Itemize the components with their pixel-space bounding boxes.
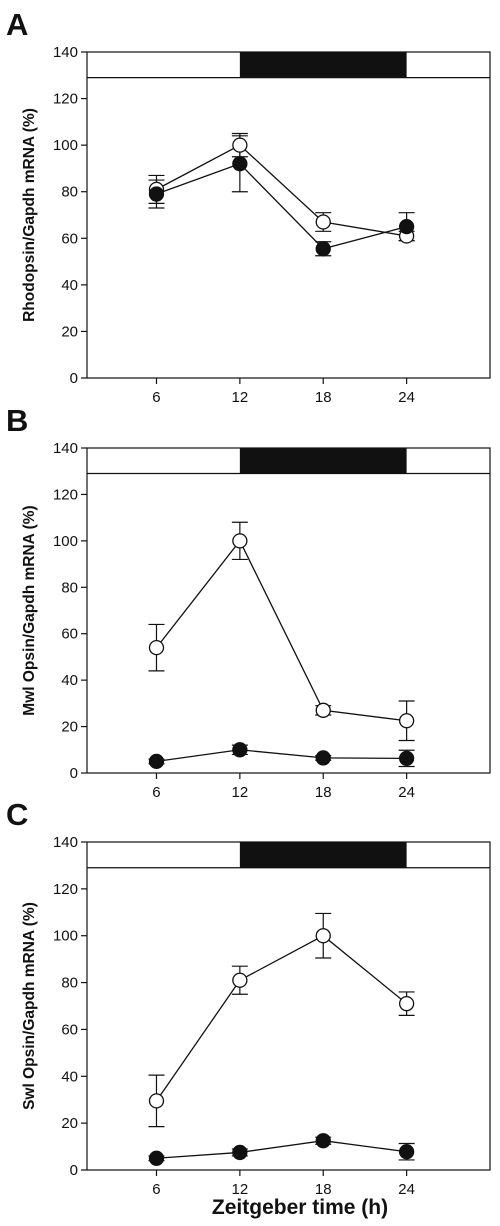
y-tick-label: 100 [53,928,78,945]
y-axis-title-b: Mwl Opsin/Gapdh mRNA (%) [21,505,38,715]
x-tick-label: 24 [398,1181,415,1198]
x-tick-label: 18 [315,784,332,801]
series-line-filled [156,749,407,763]
x-tick-label: 6 [152,784,160,801]
y-tick-label: 120 [53,486,78,503]
y-tick-label: 60 [61,626,78,643]
plot-frame [86,447,491,774]
x-tick-label: 6 [152,1181,160,1198]
y-tick-label: 100 [53,137,78,154]
data-point-open [398,713,415,729]
y-tick-label: 40 [61,672,78,689]
y-tick-label: 20 [61,323,78,340]
series-line-open [155,934,408,1102]
y-tick-label: 20 [61,1115,78,1132]
panel-a: A 0 20 40 60 80 100 120 140 6 12 18 24 Rhodopsin/Gapd… [6,7,491,406]
data-point-open [315,214,331,230]
data-point-filled [148,753,165,770]
series-line-filled [156,1140,407,1159]
data-point-filled [315,750,331,766]
x-tick-label: 6 [152,389,160,406]
y-tick-label: 20 [61,719,78,736]
series-line-open [156,144,407,237]
dark-period-bar [239,448,407,474]
y-tick-label: 0 [70,1162,78,1179]
x-tick-label: 24 [398,784,415,801]
y-tick-label: 80 [61,579,78,596]
panel-letter-b: B [6,403,28,438]
data-point-open [148,639,165,656]
dark-period-bar [239,842,407,868]
data-point-filled [232,742,248,758]
y-tick-label: 40 [61,1068,78,1085]
data-point-filled [398,218,415,235]
data-point-open [232,533,248,549]
data-point-open [398,996,415,1012]
x-tick-label: 12 [232,1181,249,1198]
data-point-open [232,137,248,153]
y-tick-label: 100 [53,533,78,550]
y-tick-label: 0 [70,370,78,387]
data-point-filled [398,750,415,767]
data-point-filled [232,156,248,172]
y-tick-label: 140 [53,834,78,851]
plot-frame [86,841,491,1171]
data-point-filled [315,1133,331,1149]
data-point-filled [398,1144,415,1160]
y-tick-label: 140 [53,440,78,457]
data-point-open [315,928,331,944]
series-line-open [155,539,407,722]
panel-letter-a: A [6,7,28,42]
data-point-open [232,972,248,988]
panel-c: C 0 20 40 60 80 100 120 140 6 12 18 24 Swl Opsin/Gapd… [6,797,491,1198]
x-tick-label: 12 [232,784,249,801]
data-point-filled [148,1150,165,1166]
y-axis-title-a: Rhodopsin/Gapdh mRNA (%) [21,108,38,322]
data-point-filled [315,241,331,257]
x-tick-label: 18 [315,1181,332,1198]
y-tick-label: 80 [61,975,78,992]
series-line-filled [156,163,407,250]
x-tick-label: 12 [232,389,249,406]
data-point-filled [232,1144,248,1161]
dark-period-bar [239,52,407,78]
data-point-filled [148,186,165,202]
y-tick-label: 80 [61,184,78,201]
panel-letter-c: C [6,797,28,832]
data-point-open [315,702,331,718]
x-tick-label: 18 [315,389,332,406]
data-point-open [148,1093,165,1109]
y-tick-label: 0 [70,765,78,782]
y-tick-label: 140 [53,44,78,61]
y-axis-title-c: Swl Opsin/Gapdh mRNA (%) [21,902,38,1110]
panel-b: B 0 20 40 60 80 100 120 140 6 12 18 24 Mwl Opsin/Gapd… [6,403,491,801]
y-tick-label: 120 [53,881,78,898]
y-tick-label: 120 [53,91,78,108]
x-axis-title: Zeitgeber time (h) [212,1196,388,1219]
plot-frame [86,51,491,379]
y-tick-label: 60 [61,230,78,247]
y-tick-label: 40 [61,277,78,294]
x-tick-label: 24 [398,389,415,406]
y-tick-label: 60 [61,1021,78,1038]
